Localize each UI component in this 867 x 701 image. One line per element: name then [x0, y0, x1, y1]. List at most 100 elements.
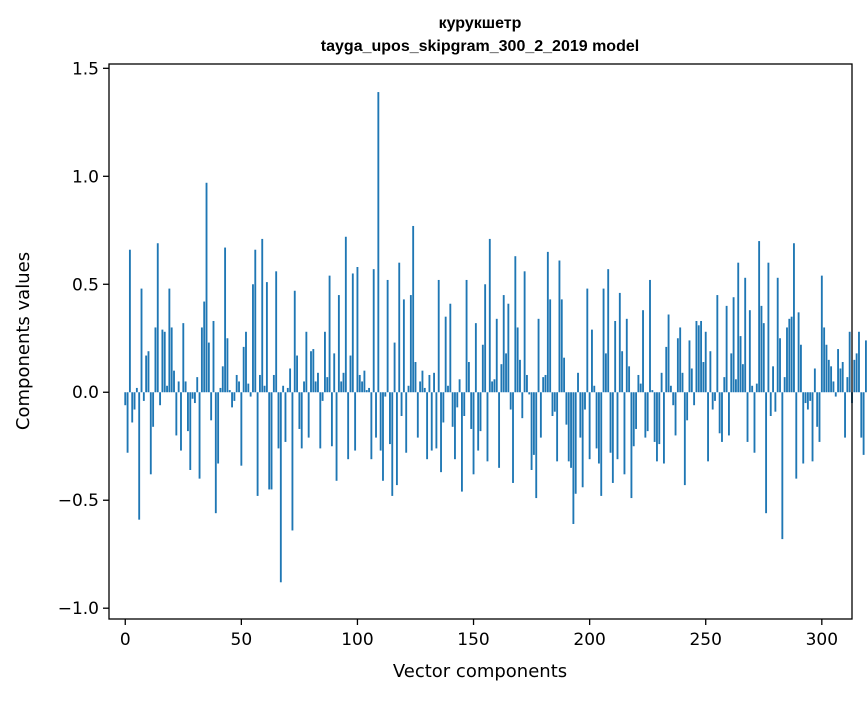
bar — [723, 377, 726, 393]
bar — [226, 338, 229, 393]
bar — [428, 374, 431, 393]
bar — [314, 381, 317, 393]
bar — [658, 392, 661, 445]
bar — [319, 392, 322, 449]
bar — [451, 392, 454, 427]
bar — [809, 392, 812, 401]
bar — [481, 344, 484, 393]
bar — [718, 392, 721, 434]
bar — [616, 392, 619, 460]
bar — [832, 381, 835, 393]
bar — [795, 392, 798, 479]
bar — [463, 392, 466, 416]
bar — [321, 392, 324, 401]
bar — [472, 392, 475, 475]
bar — [802, 392, 805, 464]
bar — [769, 392, 772, 416]
bar — [711, 392, 714, 410]
bar — [567, 392, 570, 462]
bar — [595, 392, 598, 449]
y-tick-label: 1.0 — [72, 167, 99, 187]
bar — [539, 392, 542, 438]
bar — [837, 349, 839, 393]
bar — [333, 353, 336, 393]
bar — [593, 385, 596, 393]
bar — [458, 379, 461, 393]
bar — [790, 316, 793, 393]
bar — [270, 392, 273, 490]
bar — [296, 355, 298, 393]
bar — [416, 392, 419, 438]
bar — [848, 331, 851, 393]
bar — [855, 353, 858, 393]
bar — [286, 387, 289, 393]
bar — [391, 392, 394, 496]
bar — [282, 385, 285, 393]
bar — [210, 392, 213, 421]
bar — [249, 392, 252, 397]
bar — [827, 359, 830, 393]
bar — [669, 385, 672, 393]
bar — [477, 392, 480, 451]
bar — [491, 381, 494, 393]
bar — [152, 392, 155, 427]
y-tick-label: 0.0 — [72, 383, 99, 403]
bar — [386, 279, 389, 393]
bar — [409, 295, 412, 393]
bar — [772, 366, 774, 393]
bar — [516, 327, 519, 393]
bar — [532, 392, 535, 455]
bar — [224, 247, 227, 393]
bar — [384, 392, 387, 397]
bar — [649, 279, 651, 393]
bar — [609, 392, 612, 453]
bar — [526, 374, 528, 393]
bar — [579, 392, 582, 438]
bar — [644, 392, 647, 438]
bar — [767, 262, 770, 393]
x-tick-label: 200 — [573, 630, 605, 650]
x-tick-label: 100 — [341, 630, 373, 650]
bar — [588, 392, 591, 460]
bar — [818, 392, 821, 442]
bar — [799, 344, 802, 393]
bar — [751, 385, 754, 393]
bar — [674, 392, 677, 436]
bar — [184, 381, 187, 393]
bar — [175, 392, 178, 436]
bar — [235, 374, 238, 393]
bar — [549, 299, 552, 393]
bar — [335, 392, 338, 481]
bar — [365, 390, 368, 393]
bar — [275, 271, 278, 393]
bar — [377, 92, 380, 393]
bar — [444, 316, 447, 393]
bar — [604, 353, 607, 393]
bar — [565, 392, 568, 425]
bar — [495, 318, 498, 393]
bar — [702, 362, 705, 393]
bar — [479, 392, 482, 432]
bar — [519, 359, 521, 393]
bar — [716, 295, 719, 393]
bar — [841, 362, 844, 393]
bar — [704, 331, 707, 393]
bar — [512, 392, 514, 483]
bar — [797, 312, 800, 393]
bar — [161, 329, 164, 393]
bar — [395, 392, 398, 486]
bar — [556, 392, 559, 462]
bar — [507, 303, 510, 393]
bar — [806, 392, 809, 410]
bar — [484, 284, 487, 393]
bar — [823, 327, 826, 393]
bar — [437, 279, 440, 393]
ticks-layer: 0 50 100 150 200 250 300 −1.0 −0.5 0.0 0.5 1.0 1.5 — [58, 59, 838, 650]
bar — [753, 392, 756, 453]
bar — [744, 277, 747, 393]
bar — [572, 392, 575, 524]
bar — [688, 340, 691, 393]
bar — [614, 320, 617, 393]
bar — [623, 392, 626, 475]
bar — [363, 370, 366, 393]
